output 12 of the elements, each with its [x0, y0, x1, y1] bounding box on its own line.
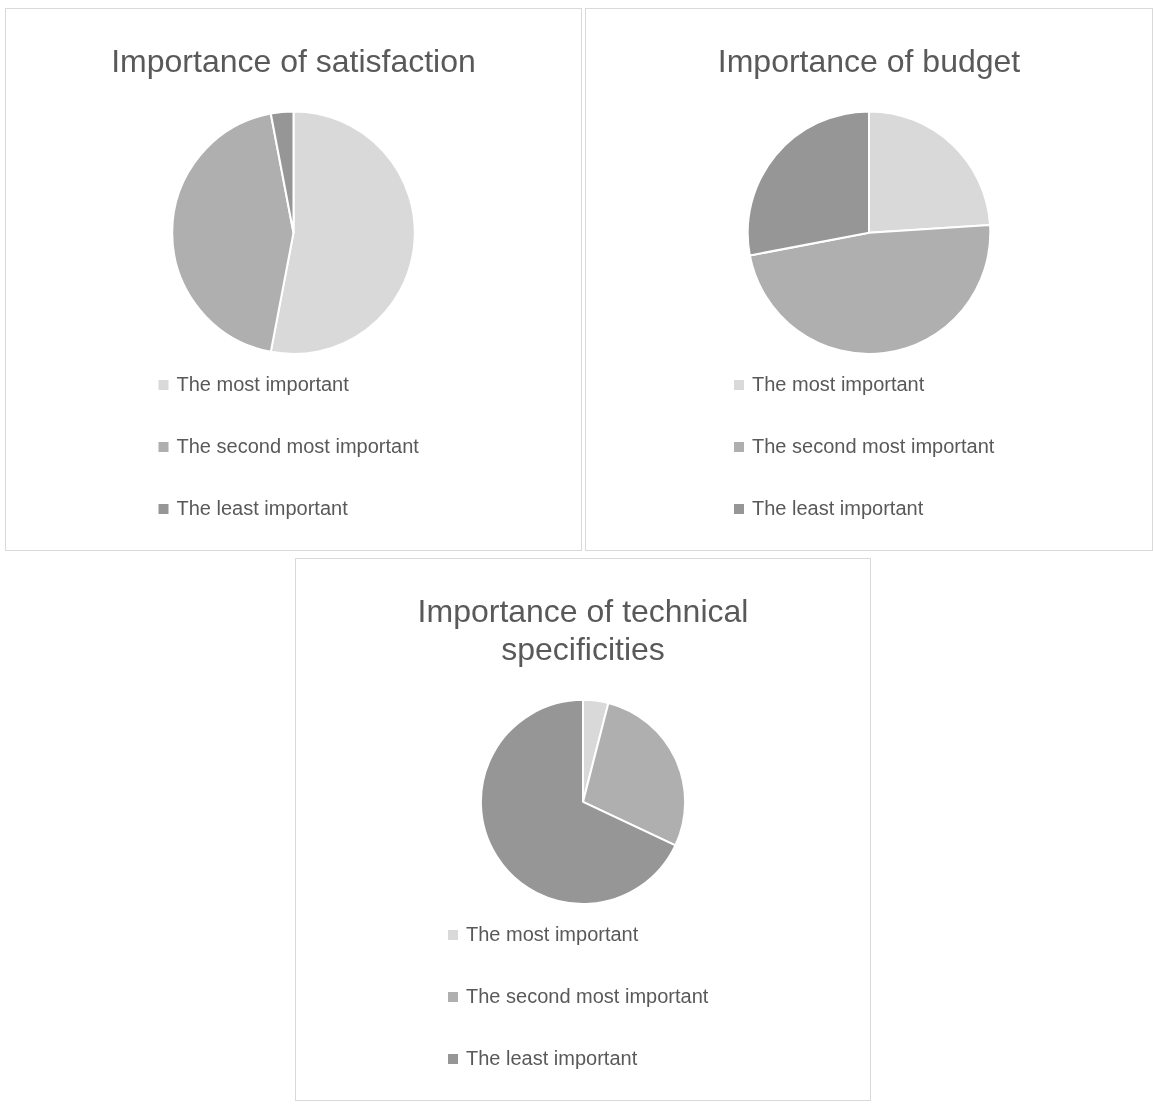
legend-label: The second most important	[176, 434, 420, 457]
chart-title: Importance of budget	[717, 43, 1021, 80]
legend-label: The most important	[466, 922, 639, 945]
chart-title: Importance of technical specificities	[417, 593, 749, 668]
legend-label: The least important	[176, 496, 349, 519]
legend-label: The second most important	[466, 984, 709, 1007]
legend-label: The least important	[752, 496, 924, 519]
legend-label: The most important	[752, 372, 925, 395]
legend-label: The most important	[176, 372, 350, 395]
chart-title: Importance of satisfaction	[111, 43, 476, 80]
legend-label: The second most important	[752, 434, 995, 457]
legend-label: The least important	[466, 1046, 638, 1069]
